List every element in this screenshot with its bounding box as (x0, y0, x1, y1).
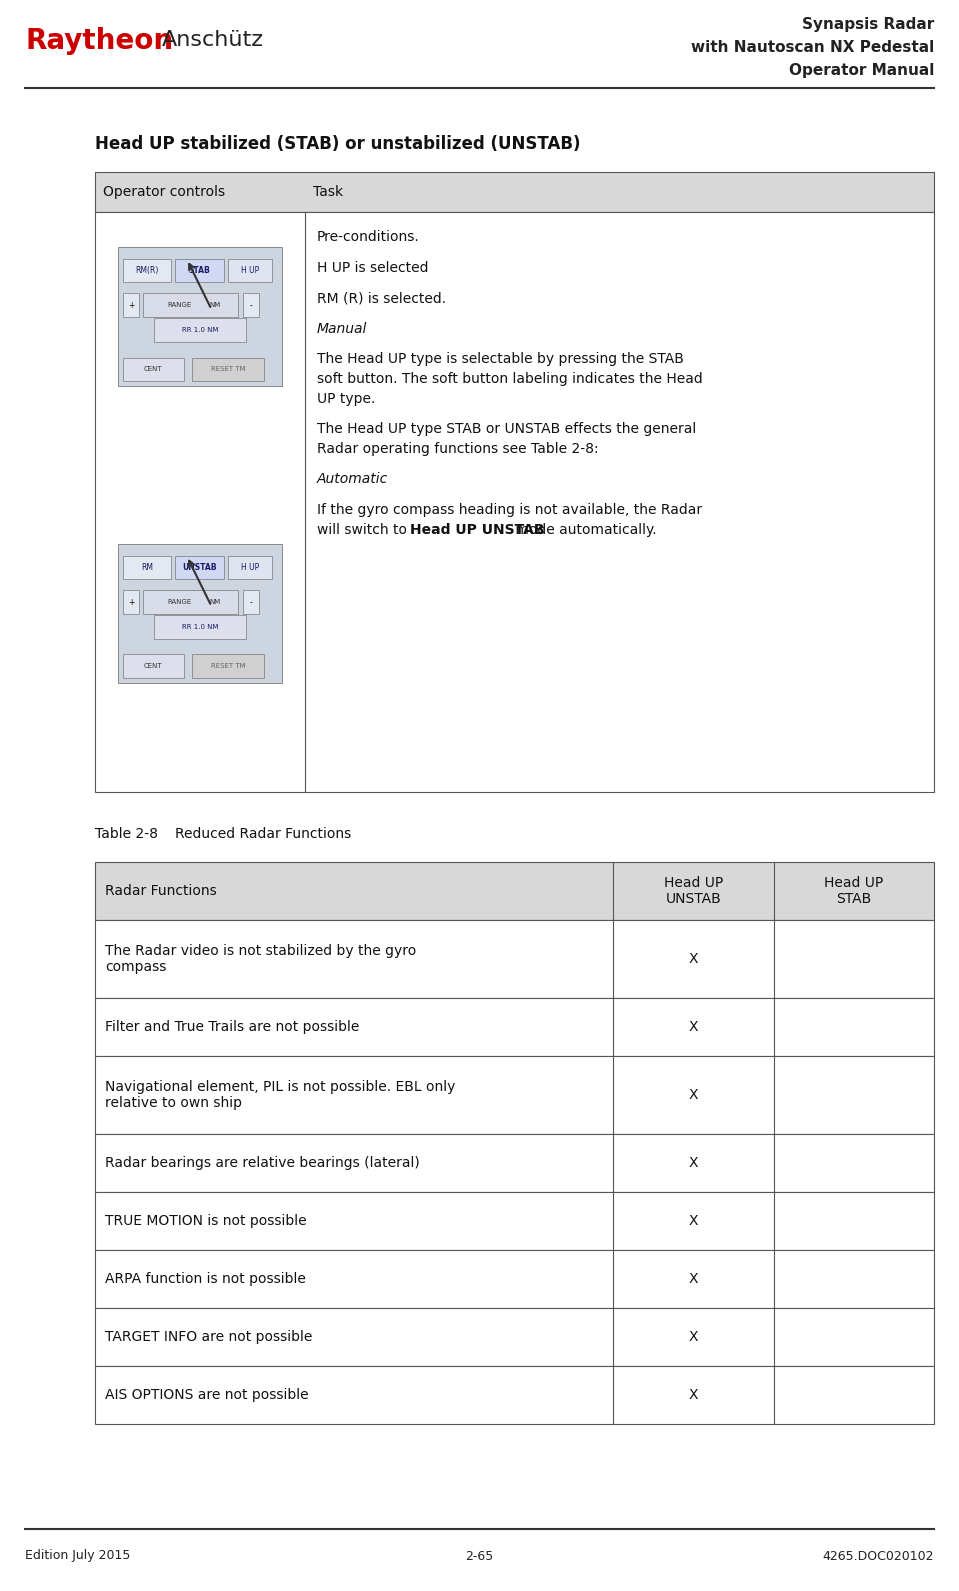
Bar (95, 1192, 934, 1251)
Text: RANGE: RANGE (168, 600, 192, 605)
Text: with Nautoscan NX Pedestal: with Nautoscan NX Pedestal (690, 40, 934, 56)
Text: Table 2-8: Table 2-8 (95, 827, 158, 842)
Text: Automatic: Automatic (317, 473, 388, 487)
Text: Radar operating functions see Table 2-8:: Radar operating functions see Table 2-8: (317, 442, 598, 455)
Text: RR 1.0 NM: RR 1.0 NM (182, 624, 219, 630)
Text: RR 1.0 NM: RR 1.0 NM (182, 328, 219, 334)
Text: UNSTAB: UNSTAB (182, 563, 217, 571)
Text: ARPA function is not possible: ARPA function is not possible (105, 1271, 306, 1286)
Bar (123, 293, 139, 317)
Text: soft button. The soft button labeling indicates the Head: soft button. The soft button labeling in… (317, 372, 703, 387)
Text: 4265.DOC020102: 4265.DOC020102 (823, 1550, 934, 1562)
Text: RESET TM: RESET TM (211, 366, 246, 372)
Bar (175, 259, 223, 282)
Bar (95, 920, 934, 998)
Text: CENT: CENT (144, 366, 163, 372)
Text: X: X (689, 1330, 698, 1344)
Text: X: X (689, 1271, 698, 1286)
Text: Head UP
UNSTAB: Head UP UNSTAB (664, 877, 723, 907)
Text: The Head UP type STAB or UNSTAB effects the general: The Head UP type STAB or UNSTAB effects … (317, 422, 696, 436)
Text: TARGET INFO are not possible: TARGET INFO are not possible (105, 1330, 313, 1344)
Bar (123, 259, 171, 282)
Text: STAB: STAB (188, 266, 210, 275)
Text: Head UP
STAB: Head UP STAB (824, 877, 883, 907)
Bar (144, 590, 239, 614)
Bar (95, 1308, 934, 1367)
Text: UP type.: UP type. (317, 391, 375, 406)
Bar (192, 358, 264, 382)
Text: Raytheon: Raytheon (25, 27, 174, 56)
Bar (95, 1134, 934, 1192)
Bar (95, 172, 934, 212)
Text: NM: NM (209, 600, 221, 605)
Text: AIS OPTIONS are not possible: AIS OPTIONS are not possible (105, 1387, 309, 1402)
Text: RM: RM (141, 563, 152, 571)
Bar (144, 293, 239, 317)
Text: If the gyro compass heading is not available, the Radar: If the gyro compass heading is not avail… (317, 503, 702, 517)
Bar (95, 1251, 934, 1308)
Bar (243, 293, 259, 317)
Bar (95, 212, 934, 792)
Text: X: X (689, 1157, 698, 1169)
Text: RANGE: RANGE (168, 302, 192, 309)
Text: -: - (249, 598, 252, 606)
Text: Head UP stabilized (STAB) or unstabilized (UNSTAB): Head UP stabilized (STAB) or unstabilize… (95, 135, 580, 153)
Text: Head UP UNSTAB: Head UP UNSTAB (410, 522, 545, 536)
Bar (95, 1056, 934, 1134)
Bar (123, 555, 171, 579)
Text: Radar Functions: Radar Functions (105, 885, 217, 897)
Text: H UP: H UP (241, 266, 259, 275)
Text: X: X (689, 1214, 698, 1228)
Bar (228, 259, 272, 282)
Text: Operator Manual: Operator Manual (788, 64, 934, 78)
Text: Synapsis Radar: Synapsis Radar (802, 18, 934, 32)
Bar (228, 555, 272, 579)
Bar (175, 555, 223, 579)
Text: +: + (128, 301, 134, 310)
Text: Radar bearings are relative bearings (lateral): Radar bearings are relative bearings (la… (105, 1157, 420, 1169)
Text: Edition July 2015: Edition July 2015 (25, 1550, 130, 1562)
Text: Operator controls: Operator controls (103, 185, 225, 199)
Bar (123, 654, 183, 678)
Text: X: X (689, 1387, 698, 1402)
Bar (95, 1367, 934, 1424)
Text: NM: NM (209, 302, 221, 309)
Text: The Head UP type is selectable by pressing the STAB: The Head UP type is selectable by pressi… (317, 352, 684, 366)
Text: will switch to: will switch to (317, 522, 411, 536)
Text: CENT: CENT (144, 663, 163, 670)
Text: Pre-conditions.: Pre-conditions. (317, 231, 420, 243)
Bar (192, 654, 264, 678)
Text: +: + (128, 598, 134, 606)
Bar (243, 590, 259, 614)
Bar (123, 358, 183, 382)
Text: H UP: H UP (241, 563, 259, 571)
Text: 2-65: 2-65 (465, 1550, 494, 1562)
Bar (95, 998, 934, 1056)
Text: mode automatically.: mode automatically. (511, 522, 656, 536)
Bar (123, 590, 139, 614)
Text: -: - (249, 301, 252, 310)
Text: X: X (689, 951, 698, 966)
Text: Anschütz: Anschütz (162, 30, 264, 49)
Text: Task: Task (313, 185, 343, 199)
Bar (95, 862, 934, 920)
Text: RM(R): RM(R) (135, 266, 158, 275)
Text: Reduced Radar Functions: Reduced Radar Functions (175, 827, 351, 842)
Bar (154, 318, 246, 342)
Text: X: X (689, 1020, 698, 1034)
Text: The Radar video is not stabilized by the gyro
compass: The Radar video is not stabilized by the… (105, 943, 416, 974)
Bar (118, 544, 282, 683)
Text: X: X (689, 1088, 698, 1103)
Text: Manual: Manual (317, 321, 367, 336)
Text: H UP is selected: H UP is selected (317, 261, 429, 275)
Text: RM (R) is selected.: RM (R) is selected. (317, 291, 446, 305)
Text: Filter and True Trails are not possible: Filter and True Trails are not possible (105, 1020, 360, 1034)
Bar (118, 247, 282, 387)
Bar (154, 616, 246, 640)
Text: TRUE MOTION is not possible: TRUE MOTION is not possible (105, 1214, 307, 1228)
Text: RESET TM: RESET TM (211, 663, 246, 670)
Text: Navigational element, PIL is not possible. EBL only
relative to own ship: Navigational element, PIL is not possibl… (105, 1080, 456, 1111)
